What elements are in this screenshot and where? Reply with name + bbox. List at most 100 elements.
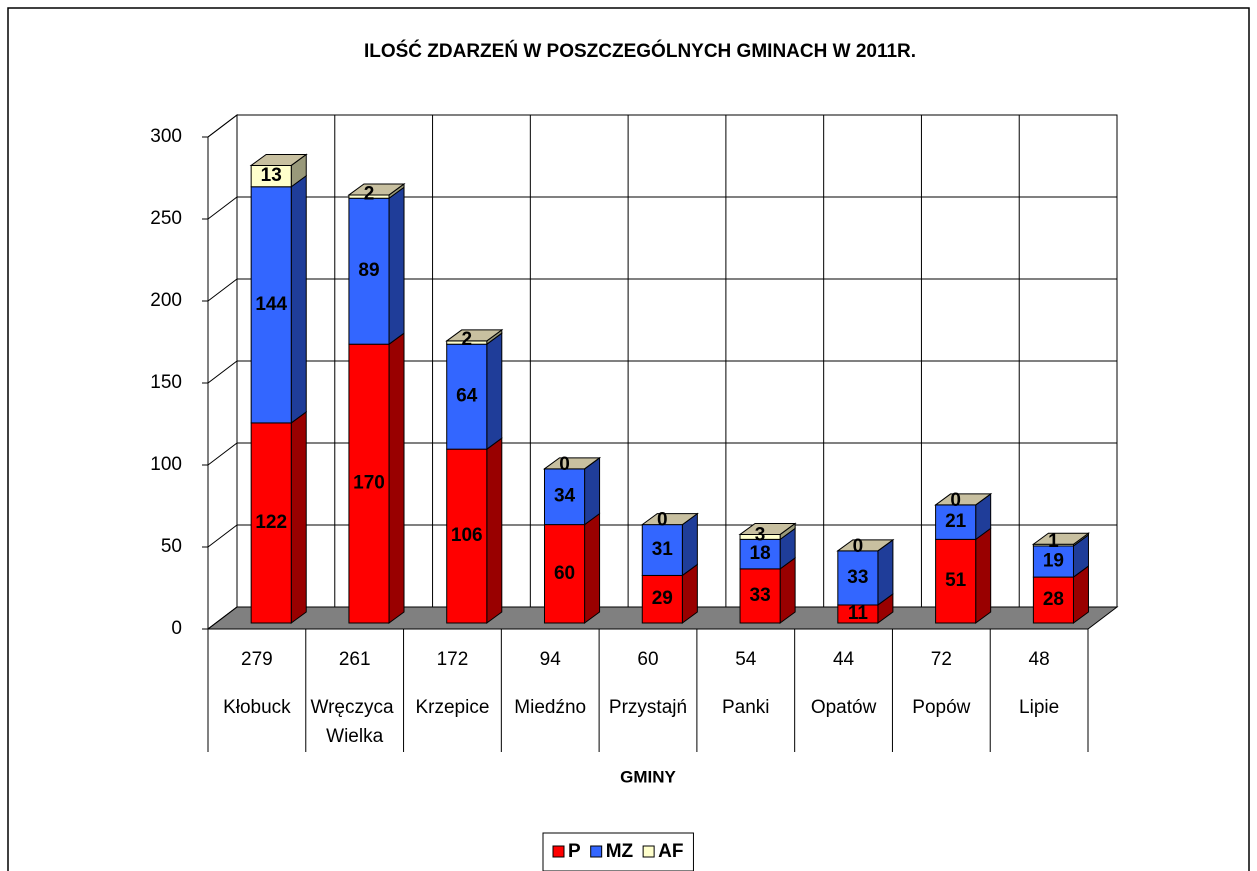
bar-top: [249, 153, 308, 166]
bar-front: [348, 343, 390, 624]
bar-top: [542, 457, 602, 470]
bar-segment: [250, 410, 307, 624]
bar-side: [290, 174, 307, 424]
bar-segment: [836, 539, 895, 552]
bar-front: [446, 343, 488, 450]
bar-segment: [446, 332, 503, 451]
data-label: 2: [461, 329, 472, 350]
y-tick-label: 0: [171, 618, 182, 639]
bar-segment: [837, 592, 894, 624]
total-label: 44: [833, 649, 855, 670]
total-label: 54: [735, 649, 757, 670]
bar-front: [1032, 545, 1074, 578]
bar-segment: [250, 174, 307, 424]
data-label: 21: [945, 511, 967, 532]
total-label: 261: [339, 649, 371, 670]
data-label: 106: [451, 525, 483, 546]
bar-top: [445, 329, 504, 342]
y-tick-label: 250: [150, 208, 182, 229]
legend-swatch: [642, 845, 655, 858]
bar-side: [486, 332, 503, 451]
y-tick-label: 300: [150, 126, 182, 147]
x-tick-label: Opatów: [811, 697, 877, 718]
bar-top: [347, 183, 406, 196]
data-label: 89: [358, 260, 379, 281]
bar-segment: [1032, 533, 1089, 579]
y-tick-label: 50: [161, 536, 182, 557]
legend-label: AF: [658, 841, 683, 862]
bar-segment: [641, 563, 698, 624]
data-label: 1: [1048, 531, 1059, 552]
x-tick-label: Lipie: [1019, 697, 1059, 718]
bar-side: [290, 410, 307, 624]
bar-top: [1031, 532, 1090, 545]
bar-segment: [543, 512, 601, 624]
total-label: 72: [931, 649, 952, 670]
bar-segment: [249, 153, 308, 188]
bar-segment: [935, 492, 992, 541]
bar-top: [640, 513, 699, 526]
bar-side: [975, 527, 992, 624]
bar-front: [935, 504, 977, 540]
bar-segment: [739, 556, 796, 624]
bar-front: [446, 448, 488, 624]
bar-segment: [446, 437, 503, 624]
bar-front: [739, 568, 781, 624]
bar-segment: [1031, 532, 1090, 547]
data-label: 2: [364, 183, 375, 204]
bar-front: [1032, 576, 1074, 624]
data-label: 11: [848, 603, 869, 624]
bar-front: [641, 574, 683, 624]
x-tick-label: Przystajń: [609, 697, 687, 718]
data-label: 51: [945, 570, 967, 591]
total-label: 172: [437, 649, 469, 670]
legend: P MZ AF: [542, 832, 694, 871]
chart-title: ILOŚĆ ZDARZEŃ W POSZCZEGÓLNYCH GMINACH W…: [364, 40, 916, 62]
data-label: 60: [554, 563, 575, 584]
data-label: 0: [950, 490, 961, 511]
total-label: 48: [1029, 649, 1050, 670]
legend-box: [542, 832, 694, 871]
y-tick-label: 100: [150, 454, 182, 475]
chart-frame: [7, 7, 1250, 871]
bar-side: [486, 437, 503, 624]
data-label: 0: [657, 510, 668, 531]
bar-side: [584, 456, 601, 526]
y-tick-label: 150: [150, 372, 182, 393]
data-label: 31: [652, 539, 674, 560]
x-tick-label: Popów: [912, 697, 970, 718]
data-label: 170: [353, 473, 385, 494]
x-tick-label: Krzepice: [415, 697, 489, 718]
bar-front: [543, 524, 586, 624]
legend-swatch: [552, 845, 565, 858]
data-label: 19: [1043, 551, 1064, 572]
bar-front: [837, 550, 879, 606]
total-label: 94: [540, 649, 562, 670]
bar-top: [934, 493, 993, 506]
total-label: 279: [241, 649, 273, 670]
bar-top: [836, 539, 895, 552]
bar-segment: [738, 522, 797, 541]
bar-segment: [543, 456, 601, 526]
bar-front: [543, 468, 586, 526]
bar-side: [388, 186, 405, 346]
bar-segment: [641, 512, 698, 577]
bar-segment: [935, 527, 992, 624]
x-tick-label: Miedźno: [514, 697, 586, 718]
bar-front: [641, 524, 683, 576]
bar-segment: [739, 527, 796, 570]
data-label: 13: [261, 165, 282, 186]
legend-swatch: [590, 845, 603, 858]
data-label: 33: [750, 585, 771, 606]
x-tick-label: Panki: [722, 697, 770, 718]
data-label: 34: [554, 486, 576, 507]
bar-side: [388, 332, 405, 624]
x-tick-label: Kłobuck: [223, 697, 291, 718]
bar-top: [738, 522, 797, 535]
legend-label: MZ: [606, 841, 634, 862]
data-label: 29: [652, 588, 673, 609]
data-label: 18: [750, 543, 771, 564]
bar-segment: [934, 493, 993, 506]
data-label: 64: [456, 386, 478, 407]
